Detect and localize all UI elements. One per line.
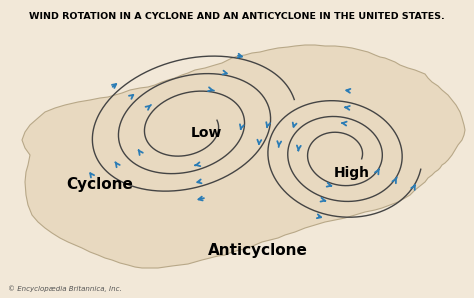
Text: Anticyclone: Anticyclone: [208, 243, 308, 257]
Text: © Encyclopædia Britannica, Inc.: © Encyclopædia Britannica, Inc.: [8, 285, 122, 292]
Text: WIND ROTATION IN A CYCLONE AND AN ANTICYCLONE IN THE UNITED STATES.: WIND ROTATION IN A CYCLONE AND AN ANTICY…: [29, 12, 445, 21]
Text: Cyclone: Cyclone: [66, 178, 134, 193]
Polygon shape: [22, 45, 465, 268]
Text: High: High: [334, 166, 370, 180]
Text: Low: Low: [191, 126, 222, 140]
